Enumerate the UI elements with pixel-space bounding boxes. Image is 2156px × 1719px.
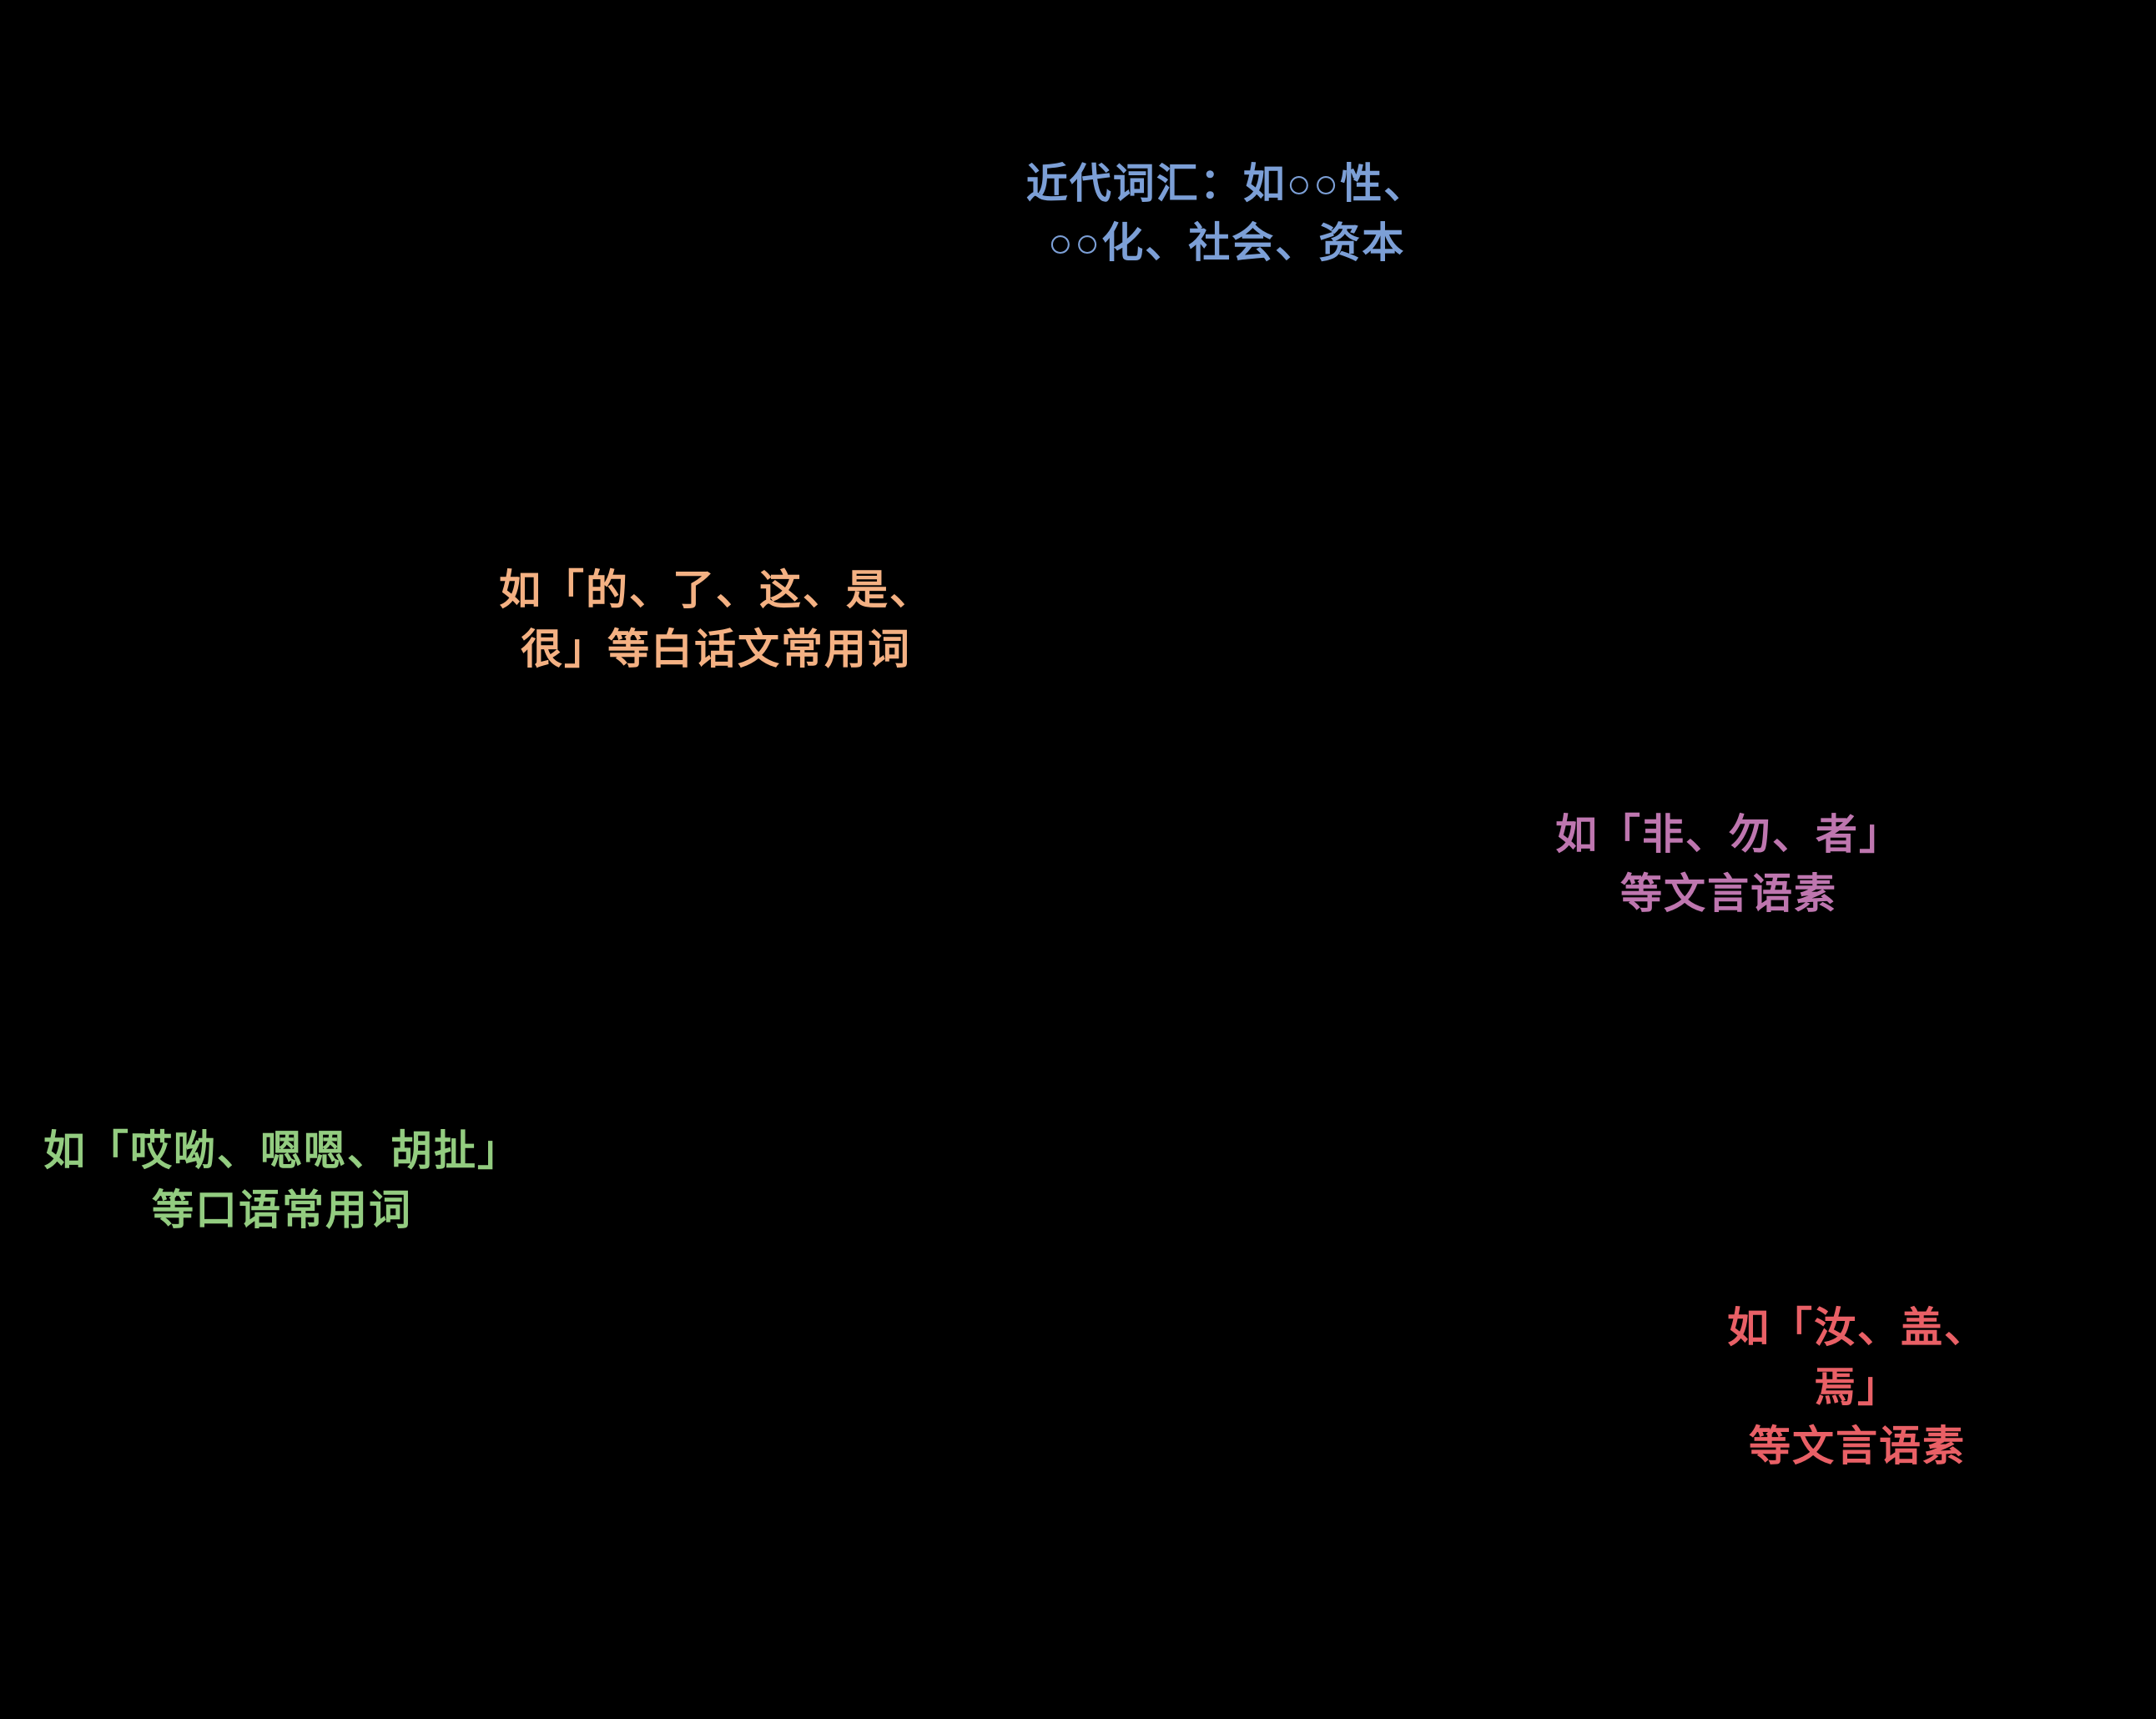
label-modern-vocabulary: 近代词汇：如○○性、 ○○化、社会、资本 <box>1025 160 1428 266</box>
label-colloquial-common-words: 如「哎呦、嗯嗯、胡扯」 等口语常用词 <box>43 1127 521 1233</box>
label-wenyan-morphemes-archaic: 如「汝、盖、焉」 等文言语素 <box>1727 1304 1987 1469</box>
label-baihua-common-words: 如「的、了、这、是、 很」等白话文常用词 <box>499 567 933 673</box>
label-wenyan-morphemes-common: 如「非、勿、者」 等文言语素 <box>1555 811 1902 917</box>
